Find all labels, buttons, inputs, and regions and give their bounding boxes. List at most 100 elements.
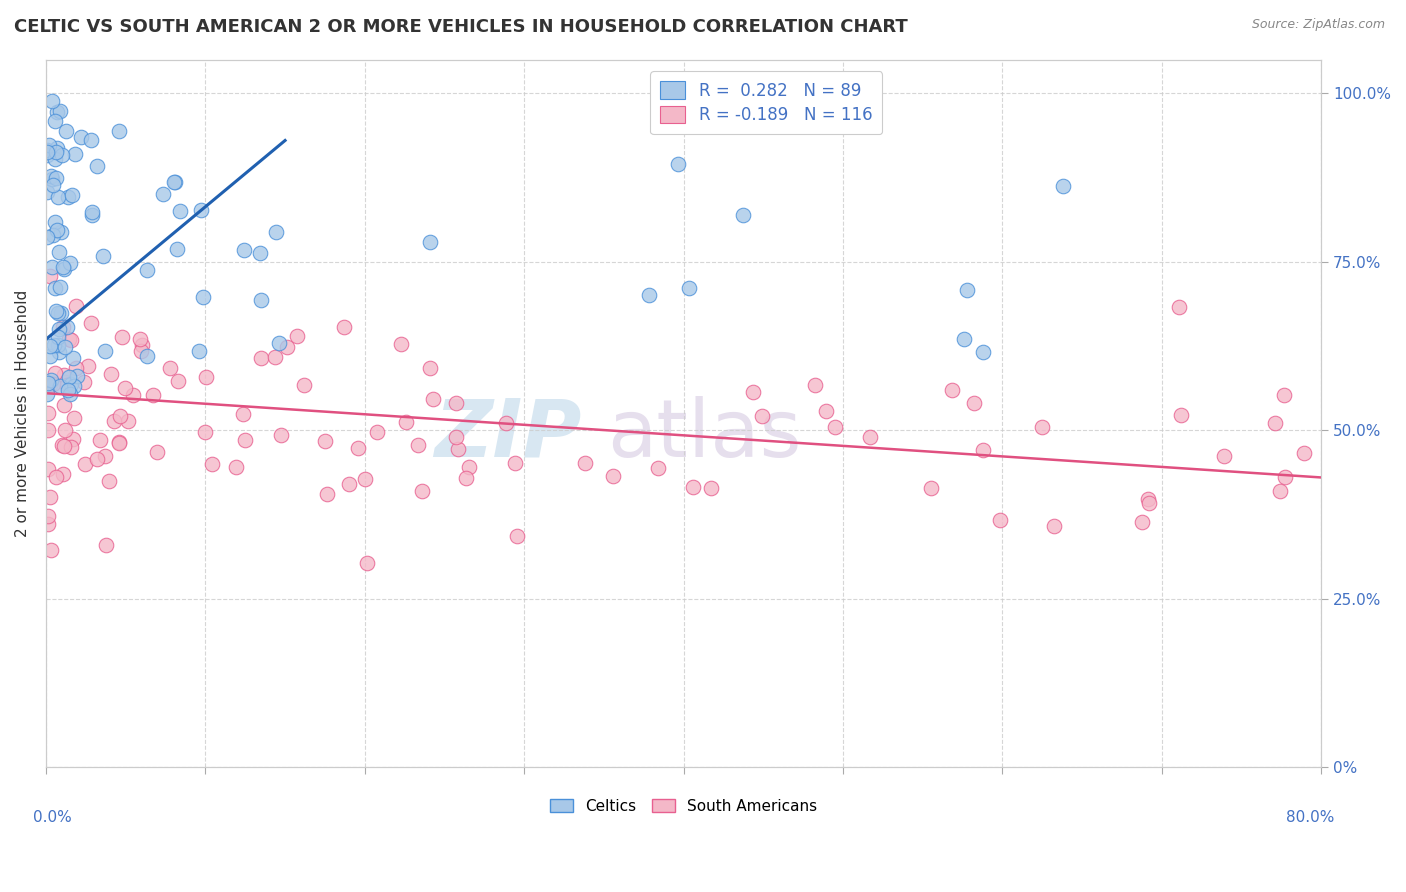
Point bbox=[122, 388, 145, 402]
Point bbox=[45, 171, 67, 186]
Point bbox=[1170, 408, 1192, 422]
Point bbox=[98, 475, 121, 489]
Point bbox=[108, 124, 131, 138]
Point bbox=[91, 249, 114, 263]
Point bbox=[100, 367, 122, 381]
Point bbox=[129, 332, 152, 346]
Point bbox=[920, 481, 942, 495]
Point bbox=[602, 469, 624, 483]
Point bbox=[46, 306, 69, 320]
Point bbox=[495, 416, 517, 430]
Point bbox=[44, 153, 66, 167]
Point bbox=[59, 333, 82, 347]
Point bbox=[1130, 516, 1153, 530]
Point bbox=[53, 340, 76, 354]
Point bbox=[49, 306, 72, 320]
Point bbox=[142, 388, 165, 402]
Point bbox=[39, 169, 62, 183]
Point bbox=[51, 437, 73, 451]
Point bbox=[201, 457, 224, 471]
Point bbox=[39, 373, 62, 387]
Text: ZIP: ZIP bbox=[434, 396, 582, 474]
Point bbox=[152, 186, 174, 201]
Point bbox=[41, 377, 63, 392]
Point bbox=[56, 383, 79, 397]
Point bbox=[37, 148, 59, 162]
Point bbox=[51, 226, 73, 240]
Point bbox=[39, 350, 62, 364]
Point bbox=[741, 384, 763, 399]
Point bbox=[80, 208, 103, 222]
Point bbox=[146, 445, 169, 459]
Point bbox=[188, 344, 211, 359]
Point bbox=[39, 378, 62, 392]
Point bbox=[42, 178, 65, 193]
Point bbox=[346, 441, 368, 455]
Point bbox=[89, 433, 111, 447]
Point bbox=[1213, 449, 1236, 463]
Point bbox=[162, 175, 184, 189]
Point bbox=[458, 460, 481, 475]
Point bbox=[194, 369, 217, 384]
Legend: Celtics, South Americans: Celtics, South Americans bbox=[544, 792, 823, 820]
Point bbox=[59, 377, 82, 392]
Point bbox=[1167, 300, 1189, 314]
Point bbox=[163, 175, 186, 189]
Point bbox=[65, 360, 87, 375]
Point bbox=[419, 361, 441, 376]
Point bbox=[94, 449, 117, 463]
Point bbox=[824, 419, 846, 434]
Point bbox=[316, 487, 339, 501]
Point bbox=[35, 230, 58, 244]
Point bbox=[39, 490, 62, 504]
Y-axis label: 2 or more Vehicles in Household: 2 or more Vehicles in Household bbox=[15, 290, 30, 537]
Point bbox=[953, 333, 976, 347]
Point bbox=[1264, 417, 1286, 431]
Point bbox=[46, 329, 69, 343]
Point bbox=[354, 472, 377, 486]
Point bbox=[1136, 492, 1159, 507]
Point bbox=[44, 113, 66, 128]
Point bbox=[117, 414, 139, 428]
Point bbox=[45, 470, 67, 484]
Point bbox=[941, 383, 963, 397]
Point bbox=[52, 260, 75, 274]
Text: 80.0%: 80.0% bbox=[1285, 810, 1334, 825]
Point bbox=[356, 556, 378, 570]
Point bbox=[1052, 178, 1074, 193]
Point bbox=[35, 387, 58, 401]
Point bbox=[270, 428, 292, 442]
Point bbox=[700, 481, 723, 495]
Text: 0.0%: 0.0% bbox=[34, 810, 72, 825]
Point bbox=[167, 374, 190, 388]
Point bbox=[731, 208, 754, 222]
Point bbox=[107, 435, 129, 450]
Point bbox=[63, 379, 86, 393]
Point bbox=[232, 408, 254, 422]
Point bbox=[42, 227, 65, 242]
Point bbox=[41, 94, 63, 108]
Point bbox=[108, 409, 131, 423]
Point bbox=[45, 145, 67, 159]
Point bbox=[1043, 518, 1066, 533]
Point bbox=[66, 368, 89, 383]
Point bbox=[114, 381, 136, 395]
Point bbox=[48, 345, 70, 359]
Point bbox=[35, 145, 58, 159]
Point bbox=[815, 404, 838, 418]
Point bbox=[56, 319, 79, 334]
Point bbox=[269, 335, 291, 350]
Point bbox=[49, 379, 72, 393]
Point bbox=[804, 378, 827, 392]
Point bbox=[63, 411, 86, 425]
Point bbox=[41, 260, 63, 274]
Point bbox=[52, 320, 75, 334]
Point bbox=[73, 375, 96, 389]
Point bbox=[46, 104, 69, 119]
Point bbox=[956, 283, 979, 297]
Point bbox=[682, 480, 704, 494]
Point bbox=[80, 133, 103, 147]
Point bbox=[276, 340, 298, 354]
Point bbox=[647, 461, 669, 475]
Point bbox=[972, 443, 994, 458]
